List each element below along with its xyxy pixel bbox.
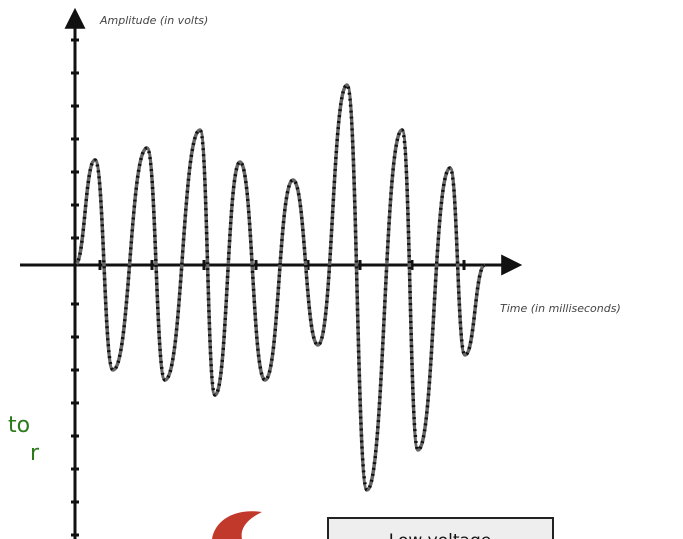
box-label: Low voltage <box>389 531 491 539</box>
side-text: to <box>8 413 30 438</box>
y-axis-label: Amplitude (in volts) <box>99 14 208 27</box>
page: Amplitude (in volts) Time (in millisecon… <box>0 0 683 539</box>
axis-ticks <box>71 40 464 535</box>
x-axis-label: Time (in milliseconds) <box>500 302 621 315</box>
side-text: r <box>30 441 40 466</box>
waveform-diagram: Amplitude (in volts) Time (in millisecon… <box>0 0 683 539</box>
red-shape <box>212 511 262 539</box>
waveform-dots <box>75 85 485 490</box>
